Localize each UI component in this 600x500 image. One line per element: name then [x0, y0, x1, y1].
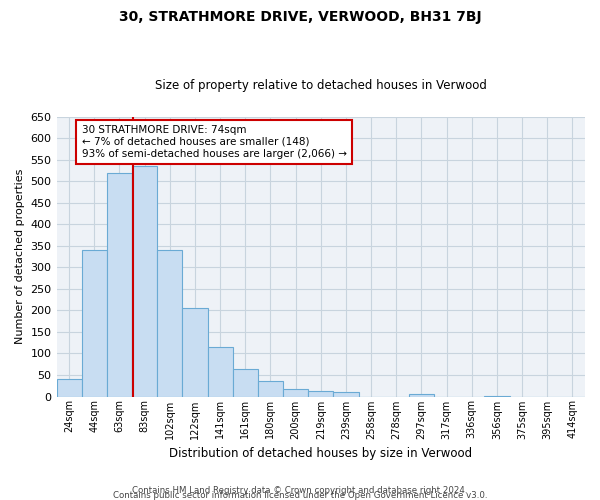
Text: Contains public sector information licensed under the Open Government Licence v3: Contains public sector information licen… [113, 491, 487, 500]
Bar [182, 308, 208, 396]
Bar [82, 250, 107, 396]
Text: 30 STRATHMORE DRIVE: 74sqm
← 7% of detached houses are smaller (148)
93% of semi: 30 STRATHMORE DRIVE: 74sqm ← 7% of detac… [82, 126, 347, 158]
X-axis label: Distribution of detached houses by size in Verwood: Distribution of detached houses by size … [169, 447, 472, 460]
Bar [233, 368, 258, 396]
Bar [208, 347, 233, 397]
Title: Size of property relative to detached houses in Verwood: Size of property relative to detached ho… [155, 79, 487, 92]
Y-axis label: Number of detached properties: Number of detached properties [15, 169, 25, 344]
Bar [283, 389, 308, 396]
Bar [334, 392, 359, 396]
Bar [132, 166, 157, 396]
Text: 30, STRATHMORE DRIVE, VERWOOD, BH31 7BJ: 30, STRATHMORE DRIVE, VERWOOD, BH31 7BJ [119, 10, 481, 24]
Bar [308, 392, 334, 396]
Bar [409, 394, 434, 396]
Bar [107, 172, 132, 396]
Text: Contains HM Land Registry data © Crown copyright and database right 2024.: Contains HM Land Registry data © Crown c… [132, 486, 468, 495]
Bar [157, 250, 182, 396]
Bar [56, 380, 82, 396]
Bar [258, 382, 283, 396]
